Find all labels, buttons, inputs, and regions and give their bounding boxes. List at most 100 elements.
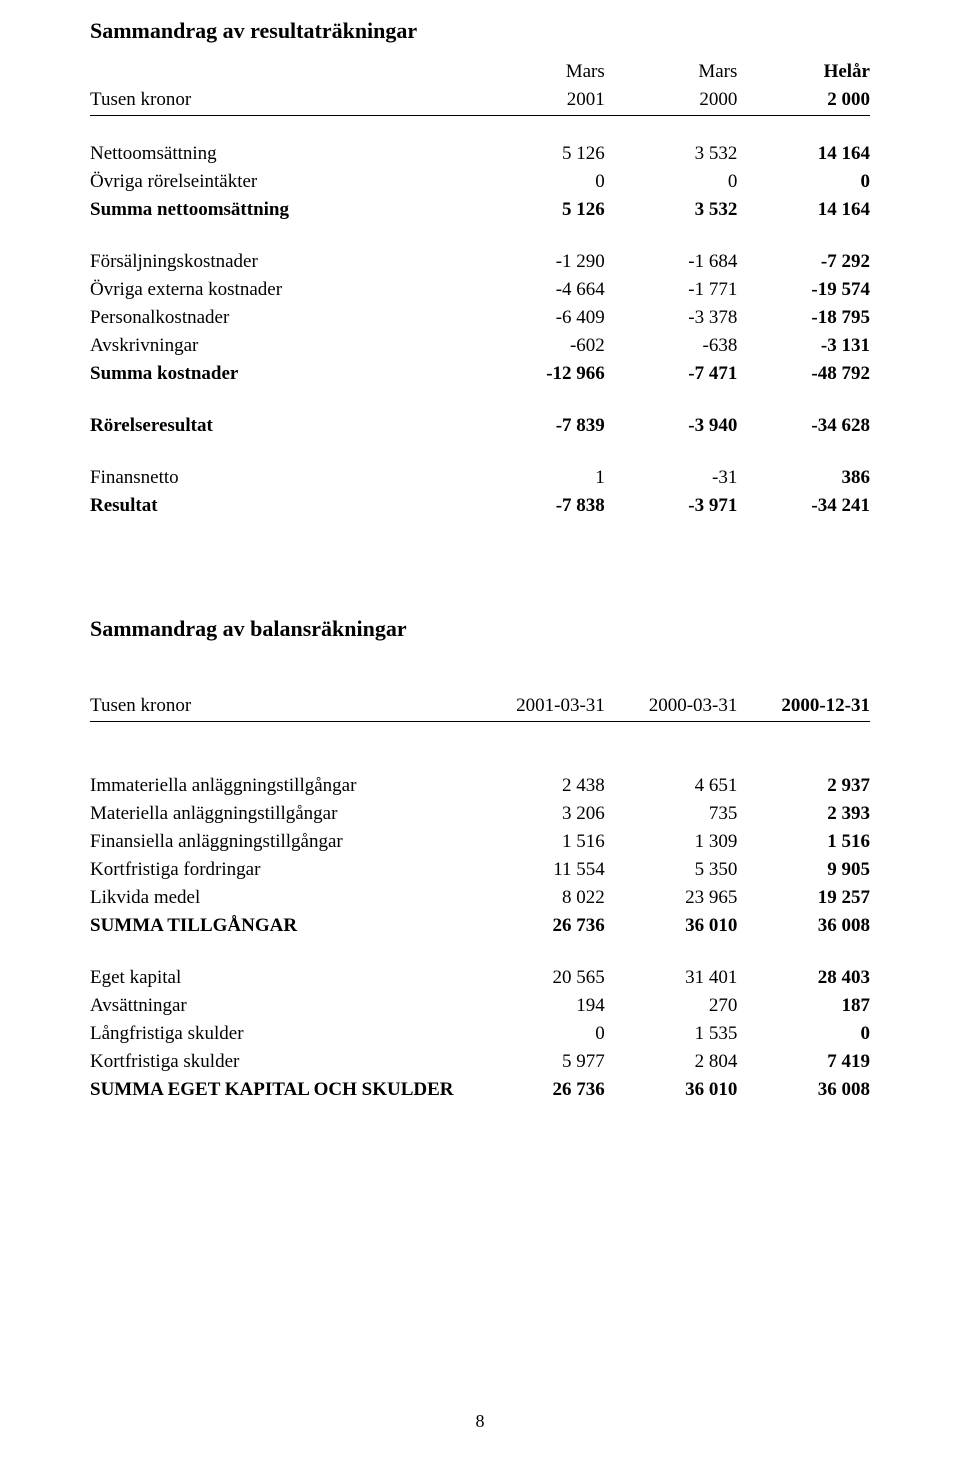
row-value: -4 664 [472, 276, 605, 304]
row-label: Finansnetto [90, 464, 472, 492]
row-label: Försäljningskostnader [90, 248, 472, 276]
row-value: 36 010 [605, 1076, 738, 1104]
row-label: Avskrivningar [90, 332, 472, 360]
row-value: -7 292 [737, 248, 870, 276]
row-value: 2 393 [737, 800, 870, 828]
row-value: 14 164 [737, 140, 870, 168]
row-label: Likvida medel [90, 884, 472, 912]
row-label: Finansiella anläggningstillgångar [90, 828, 472, 856]
table-row: Eget kapital20 56531 40128 403 [90, 964, 870, 992]
row-value: -34 241 [737, 492, 870, 520]
col1-date: 2001-03-31 [472, 692, 605, 722]
row-label: Summa kostnader [90, 360, 472, 388]
row-value: -34 628 [737, 412, 870, 440]
row-label: Övriga externa kostnader [90, 276, 472, 304]
table-row [90, 116, 870, 141]
table-row: Immateriella anläggningstillgångar2 4384… [90, 772, 870, 800]
row-value: 187 [737, 992, 870, 1020]
unit-label: Tusen kronor [90, 692, 472, 722]
row-value: -1 771 [605, 276, 738, 304]
row-value: -12 966 [472, 360, 605, 388]
row-label: Summa nettoomsättning [90, 196, 472, 224]
row-value: 2 438 [472, 772, 605, 800]
row-value: -18 795 [737, 304, 870, 332]
row-label: Avsättningar [90, 992, 472, 1020]
row-value: 0 [605, 168, 738, 196]
row-value: 7 419 [737, 1048, 870, 1076]
row-value: -1 684 [605, 248, 738, 276]
table-row: Resultat-7 838-3 971-34 241 [90, 492, 870, 520]
table-row: Finansiella anläggningstillgångar1 5161 … [90, 828, 870, 856]
row-value: -3 131 [737, 332, 870, 360]
row-value: 735 [605, 800, 738, 828]
row-label: Resultat [90, 492, 472, 520]
table-row: Summa kostnader-12 966-7 471-48 792 [90, 360, 870, 388]
spacer-cell [90, 224, 870, 248]
row-value: 2 937 [737, 772, 870, 800]
row-label: SUMMA EGET KAPITAL OCH SKULDER [90, 1076, 472, 1104]
row-value: 5 977 [472, 1048, 605, 1076]
row-value: 8 022 [472, 884, 605, 912]
table1-header-top: Mars Mars Helår [90, 58, 870, 86]
row-value: 36 010 [605, 912, 738, 940]
row-value: 0 [737, 168, 870, 196]
spacer-cell [90, 116, 870, 141]
income-statement-table: Mars Mars Helår Tusen kronor 2001 2000 2… [90, 58, 870, 520]
table-row: Avsättningar194270187 [90, 992, 870, 1020]
row-value: 1 309 [605, 828, 738, 856]
row-label: Kortfristiga fordringar [90, 856, 472, 884]
table-row: Övriga rörelseintäkter000 [90, 168, 870, 196]
row-value: 9 905 [737, 856, 870, 884]
spacer-cell [90, 940, 870, 964]
row-value: 0 [472, 168, 605, 196]
row-label: Kortfristiga skulder [90, 1048, 472, 1076]
row-label: Immateriella anläggningstillgångar [90, 772, 472, 800]
row-value: 1 [472, 464, 605, 492]
row-value: -1 290 [472, 248, 605, 276]
blank-cell [90, 58, 472, 86]
table-row: Långfristiga skulder01 5350 [90, 1020, 870, 1048]
row-value: 14 164 [737, 196, 870, 224]
row-value: 1 516 [472, 828, 605, 856]
row-value: -7 838 [472, 492, 605, 520]
section1-title: Sammandrag av resultaträkningar [90, 18, 870, 44]
spacer-cell [90, 388, 870, 412]
table-row [90, 388, 870, 412]
row-value: -3 940 [605, 412, 738, 440]
table-row [90, 224, 870, 248]
table-row [90, 940, 870, 964]
row-label: Materiella anläggningstillgångar [90, 800, 472, 828]
row-value: -31 [605, 464, 738, 492]
col3-period: Helår [737, 58, 870, 86]
table-row: Finansnetto1-31386 [90, 464, 870, 492]
row-value: 3 206 [472, 800, 605, 828]
table-row: Summa nettoomsättning5 1263 53214 164 [90, 196, 870, 224]
spacer-cell [90, 440, 870, 464]
table-row [90, 722, 870, 773]
row-value: 1 535 [605, 1020, 738, 1048]
row-value: 270 [605, 992, 738, 1020]
row-value: -7 471 [605, 360, 738, 388]
table2-header: Tusen kronor 2001-03-31 2000-03-31 2000-… [90, 692, 870, 722]
table-row: Likvida medel8 02223 96519 257 [90, 884, 870, 912]
col3-year: 2 000 [737, 86, 870, 116]
row-value: 5 126 [472, 140, 605, 168]
row-value: -19 574 [737, 276, 870, 304]
col2-period: Mars [605, 58, 738, 86]
row-value: 36 008 [737, 1076, 870, 1104]
row-value: 0 [737, 1020, 870, 1048]
spacer-cell [90, 722, 870, 773]
table-row: Kortfristiga skulder5 9772 8047 419 [90, 1048, 870, 1076]
table-row: Avskrivningar-602-638-3 131 [90, 332, 870, 360]
row-value: 3 532 [605, 196, 738, 224]
row-value: 31 401 [605, 964, 738, 992]
row-value: -7 839 [472, 412, 605, 440]
table-row: Kortfristiga fordringar11 5545 3509 905 [90, 856, 870, 884]
col3-date: 2000-12-31 [737, 692, 870, 722]
row-value: 26 736 [472, 1076, 605, 1104]
row-value: -6 409 [472, 304, 605, 332]
page-number: 8 [0, 1411, 960, 1432]
section2-title: Sammandrag av balansräkningar [90, 616, 870, 642]
row-label: Rörelseresultat [90, 412, 472, 440]
row-value: 36 008 [737, 912, 870, 940]
